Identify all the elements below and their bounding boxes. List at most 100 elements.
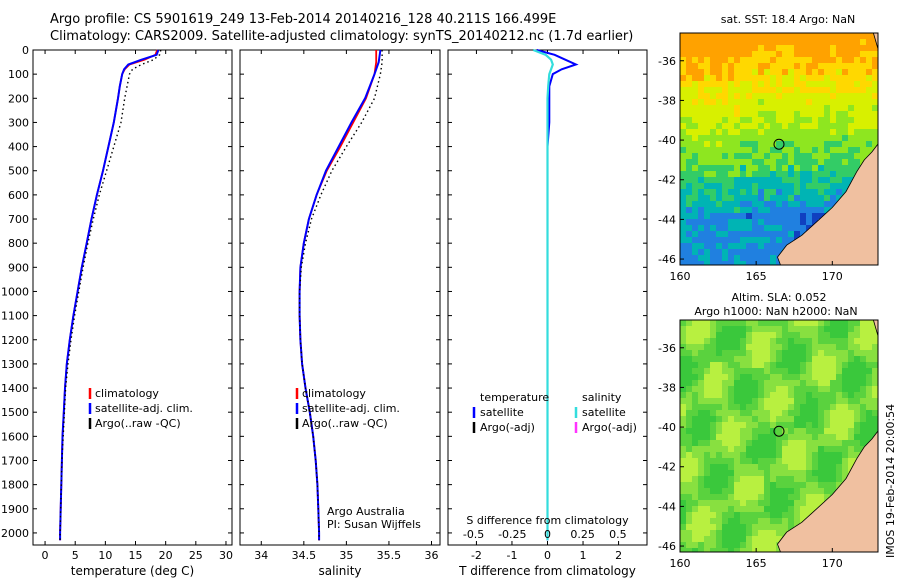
map-cell <box>794 440 800 446</box>
map-cell <box>734 386 740 392</box>
map-cell <box>824 464 830 470</box>
map-cell <box>776 87 782 93</box>
map-cell <box>806 458 812 464</box>
legend-title-salinity: salinity <box>582 391 622 404</box>
map-cell <box>764 213 770 219</box>
map-cell <box>716 93 722 99</box>
map-cell <box>800 129 806 135</box>
map-cell <box>824 326 830 332</box>
map-cell <box>848 129 854 135</box>
map-cell <box>728 398 734 404</box>
lat-tick-label: -36 <box>658 55 676 68</box>
map-cell <box>776 117 782 123</box>
map-cell <box>710 93 716 99</box>
map-cell <box>806 464 812 470</box>
map-cell <box>860 416 866 422</box>
map-cell <box>728 464 734 470</box>
map-cell <box>740 201 746 207</box>
map-cell <box>842 404 848 410</box>
map-cell <box>788 410 794 416</box>
map-cell <box>734 476 740 482</box>
map-cell <box>722 350 728 356</box>
map-cell <box>806 81 812 87</box>
map-cell <box>812 326 818 332</box>
map-cell <box>722 548 728 552</box>
map-cell <box>770 213 776 219</box>
map-cell <box>758 476 764 482</box>
map-cell <box>692 332 698 338</box>
map-cell <box>836 404 842 410</box>
map-cell <box>758 356 764 362</box>
map-cell <box>728 207 734 213</box>
map-cell <box>782 494 788 500</box>
map-cell <box>854 440 860 446</box>
map-cell <box>686 332 692 338</box>
map-cell <box>698 165 704 171</box>
map-cell <box>800 39 806 45</box>
map-cell <box>752 380 758 386</box>
map-cell <box>734 69 740 75</box>
map-cell <box>752 494 758 500</box>
map-cell <box>746 320 752 326</box>
map-cell <box>704 530 710 536</box>
map-cell <box>764 374 770 380</box>
map-cell <box>788 81 794 87</box>
map-cell <box>842 51 848 57</box>
map-cell <box>794 500 800 506</box>
map-cell <box>836 386 842 392</box>
map-cell <box>746 488 752 494</box>
map-cell <box>704 488 710 494</box>
map-cell <box>842 374 848 380</box>
map-cell <box>704 165 710 171</box>
map-cell <box>842 105 848 111</box>
map-cell <box>830 434 836 440</box>
map-cell <box>698 141 704 147</box>
map-cell <box>776 338 782 344</box>
map-cell <box>686 237 692 243</box>
map-cell <box>728 380 734 386</box>
map-cell <box>812 434 818 440</box>
map-cell <box>704 344 710 350</box>
map-cell <box>866 135 872 141</box>
map-cell <box>692 207 698 213</box>
map-cell <box>728 422 734 428</box>
map-cell <box>770 177 776 183</box>
map-cell <box>824 422 830 428</box>
map-cell <box>704 518 710 524</box>
map-cell <box>782 416 788 422</box>
map-cell <box>698 183 704 189</box>
map-cell <box>698 476 704 482</box>
map-cell <box>758 135 764 141</box>
map-cell <box>740 147 746 153</box>
map-cell <box>740 500 746 506</box>
map-cell <box>692 69 698 75</box>
map-cell <box>842 111 848 117</box>
map-cell <box>824 398 830 404</box>
map-cell <box>788 207 794 213</box>
map-cell <box>734 356 740 362</box>
map-cell <box>782 189 788 195</box>
map-cell <box>758 512 764 518</box>
map-cell <box>776 249 782 255</box>
map-cell <box>788 195 794 201</box>
map-cell <box>776 99 782 105</box>
map-cell <box>686 386 692 392</box>
map-cell <box>794 422 800 428</box>
map-cell <box>842 326 848 332</box>
map-cell <box>746 428 752 434</box>
map-cell <box>776 165 782 171</box>
map-cell <box>764 123 770 129</box>
map-cell <box>770 75 776 81</box>
map-cell <box>692 434 698 440</box>
map-cell <box>698 99 704 105</box>
map-cell <box>776 105 782 111</box>
map-cell <box>716 362 722 368</box>
map-cell <box>752 362 758 368</box>
map-cell <box>716 201 722 207</box>
map-cell <box>794 446 800 452</box>
map-cell <box>776 506 782 512</box>
map-cell <box>818 189 824 195</box>
map-cell <box>758 392 764 398</box>
map-cell <box>800 338 806 344</box>
map-cell <box>716 518 722 524</box>
